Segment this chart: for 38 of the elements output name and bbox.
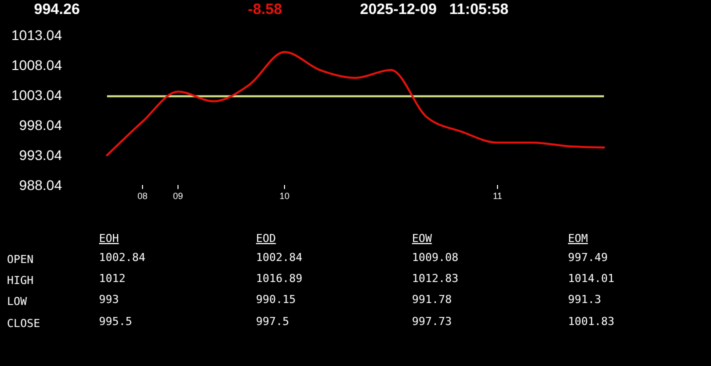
data-label: 991.78 [412,293,452,306]
y-tick-label: OPEN [7,253,34,266]
x-tick-label: EOM [568,232,588,245]
data-label: 991.3 [568,293,602,306]
x-tick-label: 11 [492,191,502,201]
chart-title: 994.26 [34,1,80,18]
y-tick-label: HIGH [7,274,34,287]
y-tick-label: 988.04 [19,176,62,193]
y-tick-label: 998.04 [19,116,62,133]
data-label: 997.73 [412,315,452,328]
data-label: 1012 [99,272,126,285]
x-tick-label: EOD [256,232,276,245]
y-tick-label: 1013.04 [11,26,62,43]
data-label: 1002.84 [256,251,303,264]
y-tick-label: 993.04 [19,146,62,163]
text: 2025-12-09 11:05:58 [360,1,508,18]
data-label: 1014.01 [568,272,614,285]
chart-subtitle: -8.58 [248,1,282,18]
data-label: 1009.08 [412,251,458,264]
y-tick-label: 1003.04 [11,86,62,103]
y-tick-label: LOW [7,295,28,308]
data-label: 1012.83 [412,272,458,285]
x-tick-label: 10 [279,191,290,201]
data-label: 997.49 [568,251,608,264]
data-label: 990.15 [256,293,296,306]
data-label: 1001.83 [568,315,614,328]
data-label: 997.5 [256,315,290,328]
data-label: 1016.89 [256,272,302,285]
x-tick-label: EOH [99,232,119,245]
x-tick-label: 09 [172,191,184,201]
data-label: 1002.84 [99,251,146,264]
y-tick-label: 1008.04 [11,56,62,73]
data-label: 995.5 [99,315,132,328]
y-tick-label: CLOSE [7,317,40,330]
x-tick-label: EOW [412,232,432,245]
x-tick-label: 08 [137,191,148,201]
data-label: 993 [99,293,119,306]
line-series [106,51,605,156]
